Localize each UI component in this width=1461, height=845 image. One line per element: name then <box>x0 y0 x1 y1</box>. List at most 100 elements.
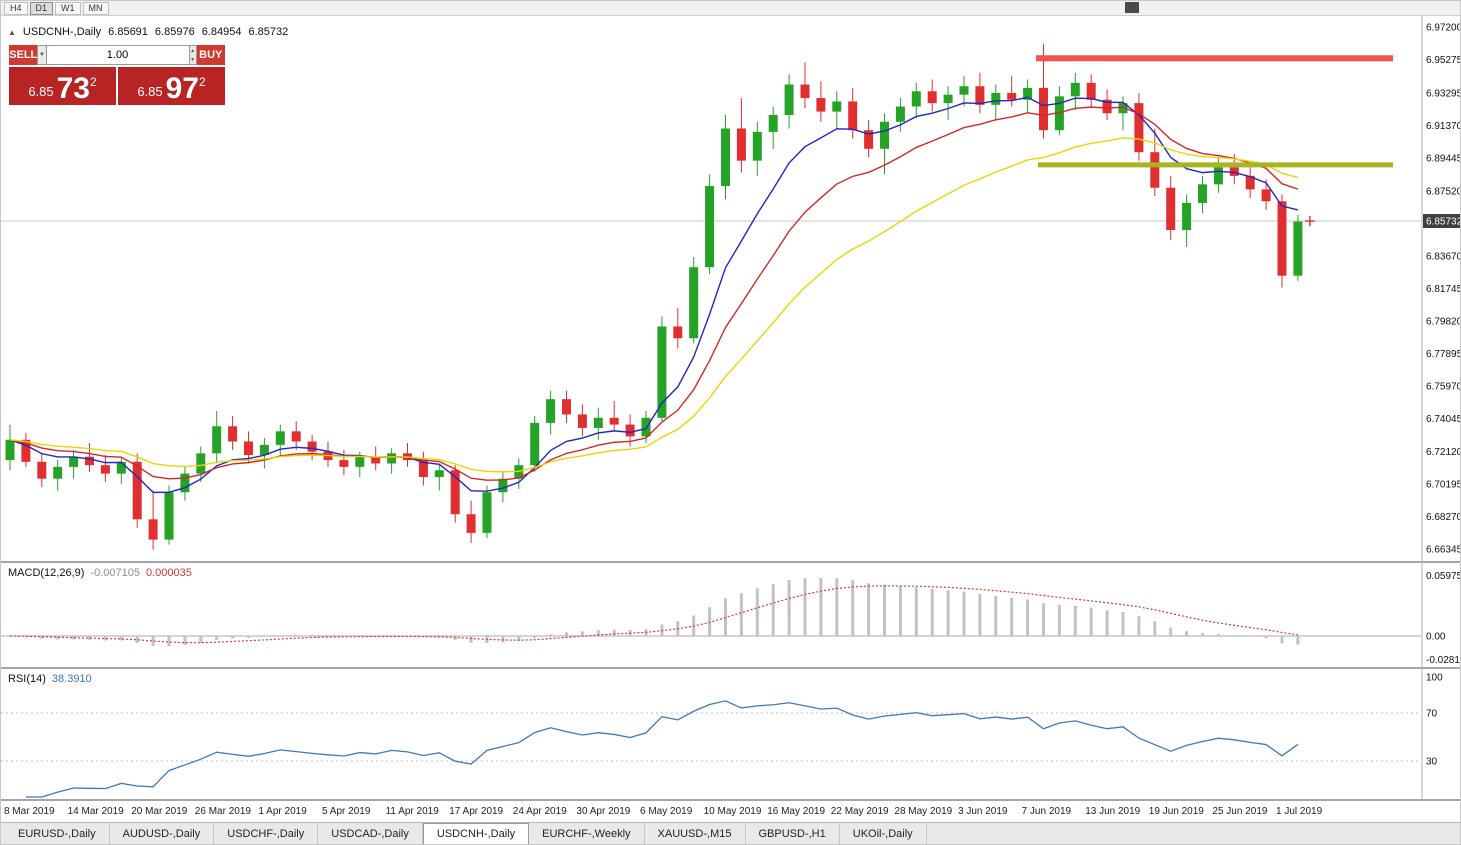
svg-text:0.00: 0.00 <box>1426 632 1446 643</box>
candlesticks <box>5 43 1303 550</box>
svg-text:6.74045: 6.74045 <box>1426 414 1461 425</box>
sell-price-base: 6.85 <box>28 84 54 99</box>
sell-button[interactable]: SELL <box>9 45 38 65</box>
date-label: 13 Jun 2019 <box>1085 806 1141 817</box>
volume-dropdown-icon[interactable]: ▼ <box>37 45 46 65</box>
date-label: 28 May 2019 <box>894 806 953 817</box>
svg-text:6.75970: 6.75970 <box>1426 382 1461 393</box>
sell-price-display[interactable]: 6.85 73 2 <box>9 67 116 105</box>
tab-gbpusd-h1[interactable]: GBPUSD-,H1 <box>746 823 840 844</box>
tab-usdcnh-daily[interactable]: USDCNH-,Daily <box>422 823 530 844</box>
date-label: 6 May 2019 <box>640 806 693 817</box>
date-label: 24 Apr 2019 <box>512 806 567 817</box>
rsi-indicator-label: RSI(14) 38.3910 <box>8 673 92 685</box>
main-price-chart[interactable]: 6.97200 6.95275 6.93295 6.91370 6.89445 6.875… <box>1 15 1461 561</box>
spin-down-icon[interactable]: ▼ <box>190 56 196 63</box>
tab-usdcad-daily[interactable]: USDCAD-,Daily <box>318 823 423 844</box>
current-price-badge <box>1423 214 1460 229</box>
svg-text:6.83670: 6.83670 <box>1426 251 1461 262</box>
date-label: 1 Apr 2019 <box>258 806 307 817</box>
date-label: 3 Jun 2019 <box>958 806 1008 817</box>
timeframe-toolbar: H4 D1 W1 MN <box>1 1 1460 16</box>
svg-text:6.89445: 6.89445 <box>1426 154 1461 165</box>
date-label: 10 May 2019 <box>703 806 762 817</box>
macd-main-value: -0.007105 <box>90 567 140 579</box>
svg-text:-0.02816: -0.02816 <box>1426 655 1461 666</box>
bar-open-value: 6.85691 <box>108 26 148 38</box>
panel-separator <box>1 799 1460 801</box>
macd-signal-line <box>9 585 1298 644</box>
buy-price-base: 6.85 <box>137 84 163 99</box>
date-label: 17 Apr 2019 <box>449 806 504 817</box>
chart-symbol-label: USDCNH-,Daily <box>22 26 102 38</box>
svg-text:6.85732: 6.85732 <box>1426 217 1461 228</box>
tab-eurusd-daily[interactable]: EURUSD-,Daily <box>5 823 110 844</box>
chart-tab-bar: EURUSD-,Daily AUDUSD-,Daily USDCHF-,Daily U… <box>1 822 1460 844</box>
svg-text:30: 30 <box>1426 757 1438 768</box>
date-label: 30 Apr 2019 <box>576 806 631 817</box>
spin-up-icon[interactable]: ▲ <box>190 47 196 54</box>
tab-ukoil-daily[interactable]: UKOil-,Daily <box>840 823 927 844</box>
date-label: 7 Jun 2019 <box>1021 806 1072 817</box>
svg-text:6.87520: 6.87520 <box>1426 186 1461 197</box>
tab-audusd-daily[interactable]: AUDUSD-,Daily <box>110 823 215 844</box>
svg-text:6.93295: 6.93295 <box>1426 89 1461 100</box>
sell-price-pip: 2 <box>90 75 97 89</box>
ma-fast-line <box>9 96 1299 494</box>
date-label: 19 Jun 2019 <box>1148 806 1204 817</box>
tab-eurchf-weekly[interactable]: EURCHF-,Weekly <box>529 823 645 844</box>
tf-button-w1[interactable]: W1 <box>55 1 81 15</box>
rsi-panel[interactable]: 100 70 30 <box>1 669 1461 799</box>
svg-text:6.68270: 6.68270 <box>1426 512 1461 523</box>
svg-text:6.79820: 6.79820 <box>1426 317 1461 328</box>
chart-region: 6.97200 6.95275 6.93295 6.91370 6.89445 6.875… <box>1 15 1461 824</box>
svg-text:100: 100 <box>1426 673 1443 684</box>
svg-text:6.95275: 6.95275 <box>1426 55 1461 66</box>
chart-title-row: ▲ USDCNH-,Daily 6.85691 6.85976 6.84954 … <box>8 26 288 38</box>
one-click-trading-panel: SELL ▼ ▲ ▼ BUY 6.85 73 2 6.85 97 2 <box>9 45 225 105</box>
tab-xauusd-m15[interactable]: XAUUSD-,M15 <box>645 823 746 844</box>
panel-separator[interactable] <box>1 561 1460 563</box>
svg-text:6.97200: 6.97200 <box>1426 23 1461 34</box>
date-label: 25 Jun 2019 <box>1212 806 1268 817</box>
tab-usdchf-daily[interactable]: USDCHF-,Daily <box>214 823 319 844</box>
ma-medium-line <box>9 106 1299 481</box>
bar-low-value: 6.84954 <box>201 26 242 38</box>
buy-price-big: 97 <box>165 72 199 105</box>
macd-histogram <box>24 578 1300 647</box>
sell-price-big: 73 <box>56 72 90 105</box>
svg-text:70: 70 <box>1426 709 1438 720</box>
svg-text:6.70195: 6.70195 <box>1426 479 1461 490</box>
date-axis: 8 Mar 2019 14 Mar 2019 20 Mar 2019 26 Mar 2… <box>1 801 1421 824</box>
ma-slow-line <box>9 137 1299 473</box>
svg-text:6.66345: 6.66345 <box>1426 545 1461 556</box>
svg-text:6.77895: 6.77895 <box>1426 349 1461 360</box>
volume-stepper[interactable]: ▲ ▼ <box>189 45 197 65</box>
macd-indicator-label: MACD(12,26,9) -0.007105 0.000035 <box>8 567 192 579</box>
buy-price-display[interactable]: 6.85 97 2 <box>118 67 225 105</box>
date-label: 16 May 2019 <box>767 806 826 817</box>
svg-text:0.059758: 0.059758 <box>1426 571 1461 582</box>
rsi-name: RSI(14) <box>8 673 46 685</box>
date-label: 14 Mar 2019 <box>67 806 124 817</box>
macd-panel[interactable]: 0.059758 0.00 -0.02816 <box>1 563 1461 667</box>
buy-button[interactable]: BUY <box>196 45 225 65</box>
tf-button-h4[interactable]: H4 <box>4 1 28 15</box>
svg-text:6.81745: 6.81745 <box>1426 284 1461 295</box>
svg-text:6.91370: 6.91370 <box>1426 121 1461 132</box>
date-label: 11 Apr 2019 <box>385 806 439 817</box>
macd-name: MACD(12,26,9) <box>8 567 85 579</box>
tf-button-mn[interactable]: MN <box>82 1 109 15</box>
rsi-line <box>25 700 1299 798</box>
bar-high-value: 6.85976 <box>154 26 195 38</box>
panel-separator[interactable] <box>1 667 1460 669</box>
collapse-panel-icon[interactable]: ▲ <box>8 28 16 37</box>
date-label: 5 Apr 2019 <box>322 806 371 817</box>
tf-button-d1[interactable]: D1 <box>29 1 54 15</box>
volume-input[interactable] <box>45 45 190 65</box>
minimized-window-button[interactable] <box>1125 2 1139 13</box>
date-label: 20 Mar 2019 <box>131 806 188 817</box>
bar-close-value: 6.85732 <box>248 26 289 38</box>
date-label: 8 Mar 2019 <box>4 806 55 817</box>
